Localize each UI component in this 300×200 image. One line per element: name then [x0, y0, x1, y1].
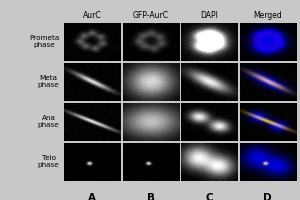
Text: Meta
phase: Meta phase	[38, 75, 59, 88]
Text: GFP-AurC: GFP-AurC	[133, 11, 169, 20]
Text: Telo
phase: Telo phase	[38, 156, 59, 168]
Text: C: C	[206, 193, 213, 200]
Text: DAPI: DAPI	[200, 11, 218, 20]
Text: Prometa
phase: Prometa phase	[29, 36, 59, 48]
Text: Ana
phase: Ana phase	[38, 116, 59, 129]
Text: AurC: AurC	[83, 11, 102, 20]
Text: B: B	[147, 193, 155, 200]
Text: A: A	[88, 193, 96, 200]
Text: D: D	[263, 193, 272, 200]
Text: Merged: Merged	[254, 11, 282, 20]
